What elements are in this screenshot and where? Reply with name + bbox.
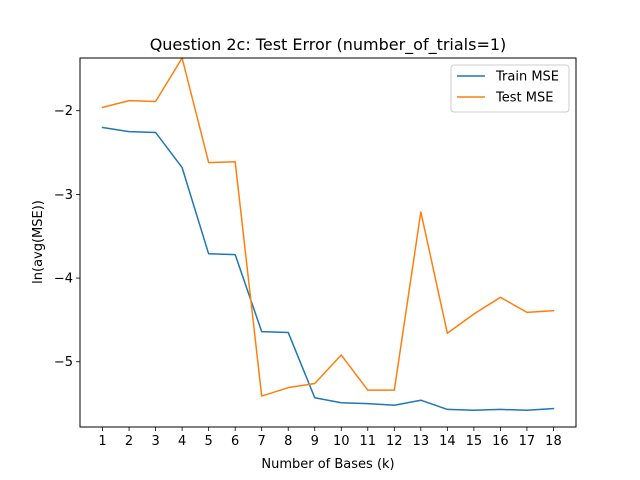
series-layer bbox=[101, 57, 555, 412]
y-tick-label: −5 bbox=[54, 355, 73, 370]
chart-title: Question 2c: Test Error (number_of_trial… bbox=[150, 35, 507, 55]
x-tick-label: 13 bbox=[413, 434, 430, 449]
x-tick-label: 4 bbox=[178, 434, 186, 449]
x-tick-label: 9 bbox=[311, 434, 319, 449]
series-line-0 bbox=[101, 126, 555, 412]
x-tick-label: 3 bbox=[151, 434, 159, 449]
x-tick-label: 5 bbox=[205, 434, 213, 449]
x-tick-label: 14 bbox=[439, 434, 456, 449]
plot-area bbox=[79, 57, 577, 428]
x-tick-label: 15 bbox=[466, 434, 483, 449]
legend: Train MSE Test MSE bbox=[450, 64, 570, 113]
y-axis: −5 −4 −3 −2 bbox=[54, 104, 80, 370]
x-tick-label: 11 bbox=[360, 434, 377, 449]
x-tick-label: 7 bbox=[258, 434, 266, 449]
legend-label-0: Train MSE bbox=[495, 70, 559, 85]
x-tick-label: 8 bbox=[284, 434, 292, 449]
y-tick-label: −3 bbox=[54, 188, 73, 203]
legend-label-1: Test MSE bbox=[495, 91, 553, 106]
x-tick-label: 10 bbox=[333, 434, 350, 449]
x-tick-label: 16 bbox=[492, 434, 509, 449]
series-line-1 bbox=[101, 57, 555, 397]
plot-frame bbox=[79, 57, 577, 428]
y-tick-label: −2 bbox=[54, 104, 73, 119]
y-axis-label: ln(avg(MSE)) bbox=[31, 200, 46, 284]
y-tick-label: −4 bbox=[54, 272, 73, 287]
x-tick-label: 2 bbox=[125, 434, 133, 449]
x-axis-label: Number of Bases (k) bbox=[261, 457, 394, 472]
x-tick-label: 1 bbox=[98, 434, 106, 449]
x-tick-label: 12 bbox=[386, 434, 403, 449]
x-tick-label: 6 bbox=[231, 434, 239, 449]
x-tick-label: 18 bbox=[545, 434, 562, 449]
x-axis: 1 2 3 4 5 6 7 8 9 10 11 12 13 14 15 16 17 18 bbox=[98, 427, 562, 449]
x-tick-label: 17 bbox=[519, 434, 536, 449]
